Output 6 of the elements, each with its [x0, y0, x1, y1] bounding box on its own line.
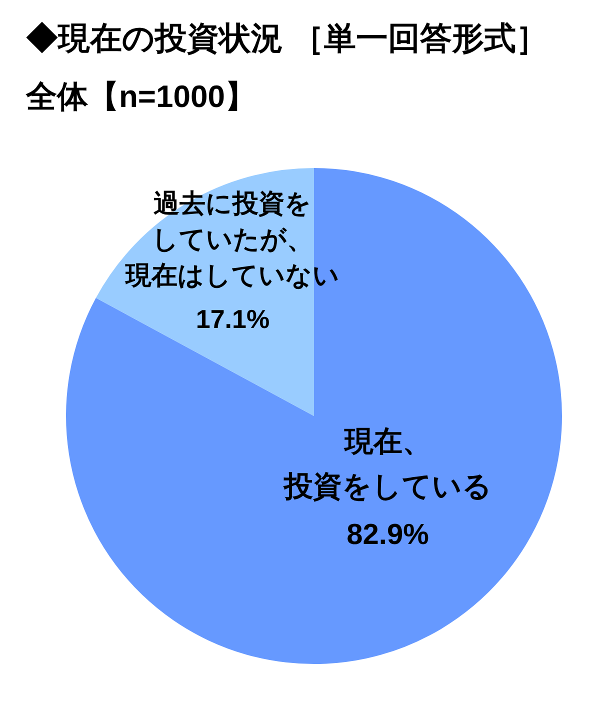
slice-label: 過去に投資をしていたが、現在はしていない — [124, 188, 340, 290]
data-label: 82.9% — [346, 519, 430, 552]
chart-title: ◆現在の投資状況 ［単一回答形式］ — [26, 19, 548, 58]
slice-label: 現在、投資をしている — [282, 426, 492, 504]
data-label: 17.1% — [196, 304, 270, 334]
chart-subtitle: 全体【n=1000】 — [26, 78, 256, 116]
